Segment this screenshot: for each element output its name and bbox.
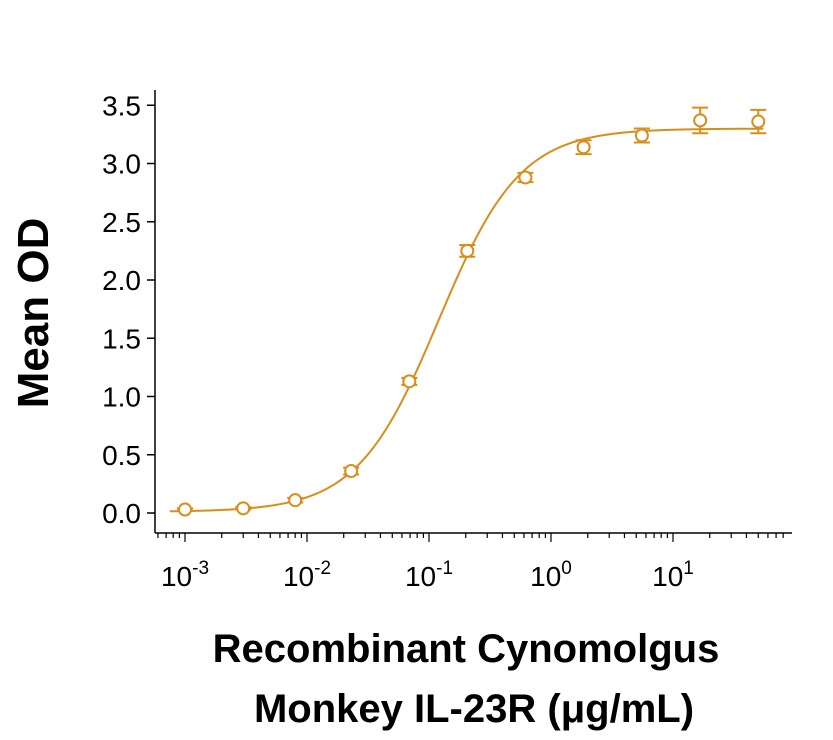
y-tick-label: 0.5 bbox=[102, 440, 141, 471]
data-point bbox=[750, 108, 767, 135]
data-marker bbox=[576, 140, 591, 155]
data-point bbox=[287, 493, 304, 508]
data-point bbox=[633, 127, 650, 144]
data-point bbox=[575, 139, 592, 156]
x-tick-exponent: 1 bbox=[683, 558, 694, 579]
data-marker bbox=[402, 374, 417, 389]
data-marker bbox=[518, 170, 533, 185]
data-marker bbox=[693, 113, 708, 128]
x-tick-label: 10-1 bbox=[405, 558, 453, 592]
data-marker bbox=[178, 502, 192, 517]
x-tick-base: 10 bbox=[161, 561, 192, 592]
x-axis-label-line-2: Monkey IL-23R (μg/mL) bbox=[254, 687, 694, 731]
data-point bbox=[692, 106, 709, 135]
x-tick-label: 101 bbox=[652, 558, 694, 592]
y-tick-label: 1.5 bbox=[102, 323, 141, 354]
data-points bbox=[177, 106, 767, 517]
data-marker bbox=[460, 243, 475, 258]
data-marker bbox=[634, 128, 649, 143]
data-point bbox=[235, 501, 252, 516]
x-tick-base: 10 bbox=[530, 561, 561, 592]
x-tick-label: 10-2 bbox=[283, 558, 331, 592]
x-tick-exponent: -2 bbox=[314, 558, 331, 579]
y-ticks: 0.0 0.5 1.0 1.5 2.0 2.5 3.0 3.5 bbox=[102, 90, 155, 529]
x-axis-label-line-1: Recombinant Cynomolgus bbox=[213, 627, 720, 671]
data-marker bbox=[236, 501, 251, 516]
x-tick-base: 10 bbox=[652, 561, 683, 592]
data-marker bbox=[344, 464, 359, 479]
data-point bbox=[459, 243, 476, 258]
y-tick-label: 3.5 bbox=[102, 90, 141, 121]
data-point bbox=[517, 170, 534, 185]
data-marker bbox=[751, 114, 766, 129]
x-ticks: 10-3 10-2 10-1 100 101 bbox=[157, 533, 784, 592]
y-tick-label: 1.0 bbox=[102, 382, 141, 413]
data-point bbox=[401, 374, 418, 389]
x-tick-exponent: -3 bbox=[192, 558, 209, 579]
data-marker bbox=[288, 493, 303, 508]
axes bbox=[154, 90, 792, 534]
y-tick-label: 2.5 bbox=[102, 207, 141, 238]
x-tick-label: 100 bbox=[530, 558, 572, 592]
y-tick-label: 2.0 bbox=[102, 265, 141, 296]
y-axis-label: Mean OD bbox=[9, 218, 58, 409]
x-tick-exponent: 0 bbox=[561, 558, 572, 579]
data-point bbox=[343, 464, 360, 479]
plot-area bbox=[169, 106, 767, 517]
x-tick-label: 10-3 bbox=[161, 558, 209, 592]
y-tick-label: 3.0 bbox=[102, 149, 141, 180]
x-tick-base: 10 bbox=[283, 561, 314, 592]
x-tick-base: 10 bbox=[405, 561, 436, 592]
y-tick-label: 0.0 bbox=[102, 498, 141, 529]
fit-curve bbox=[169, 127, 764, 513]
data-point bbox=[177, 502, 193, 517]
x-tick-exponent: -1 bbox=[436, 558, 453, 579]
